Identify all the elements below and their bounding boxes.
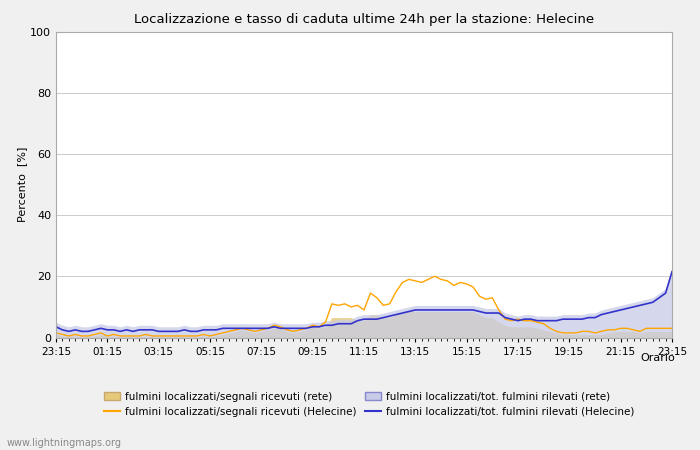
Text: www.lightningmaps.org: www.lightningmaps.org [7,438,122,448]
Legend: fulmini localizzati/segnali ricevuti (rete), fulmini localizzati/segnali ricevut: fulmini localizzati/segnali ricevuti (re… [104,392,634,417]
Y-axis label: Percento  [%]: Percento [%] [18,147,27,222]
Text: Orario: Orario [640,353,676,363]
Title: Localizzazione e tasso di caduta ultime 24h per la stazione: Helecine: Localizzazione e tasso di caduta ultime … [134,13,594,26]
